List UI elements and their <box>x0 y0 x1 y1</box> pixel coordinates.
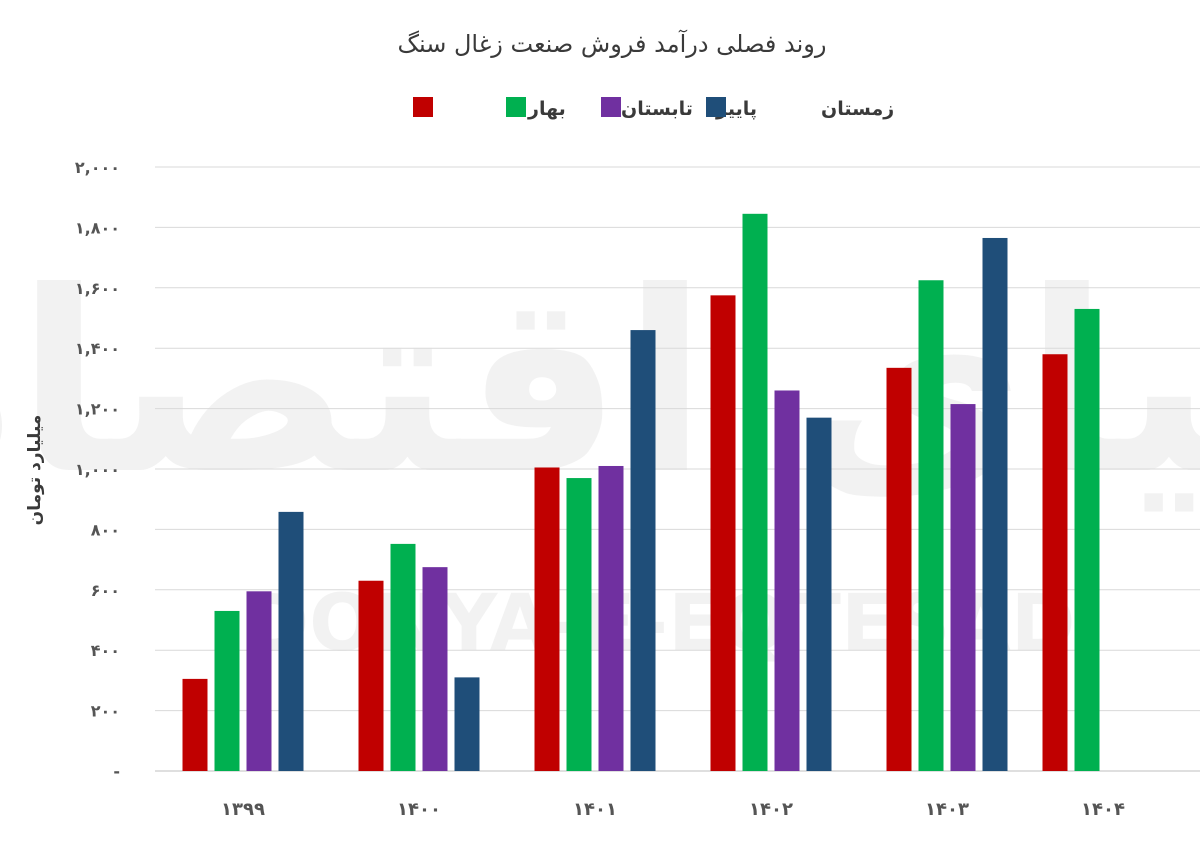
y-tick-label: - <box>113 762 120 781</box>
bar <box>566 478 592 771</box>
bar <box>214 610 240 771</box>
y-tick-label: ۲۰۰ <box>91 702 120 721</box>
y-axis: - ۲۰۰ ۴۰۰ ۶۰۰ ۸۰۰ ۱,۰۰۰ ۱,۲۰۰ ۱,۴۰۰ ۱,۶۰۰ ۱,۸۰۰ ۲,… <box>75 158 120 781</box>
y-tick-label: ۱,۴۰۰ <box>75 339 120 358</box>
x-axis: ۱۳۹۹ ۱۴۰۰ ۱۴۰۱ ۱۴۰۲ ۱۴۰۳ ۱۴۰۴ <box>221 799 1125 820</box>
y-tick-label: ۶۰۰ <box>91 581 120 600</box>
x-tick-label: ۱۳۹۹ <box>221 799 265 820</box>
y-tick-label: ۱,۲۰۰ <box>75 400 120 419</box>
bar <box>886 367 912 771</box>
bar <box>1042 354 1068 771</box>
x-tick-label: ۱۴۰۰ <box>397 799 441 820</box>
legend-label: زمستان <box>821 98 894 120</box>
bar <box>710 295 736 771</box>
x-tick-label: ۱۴۰۳ <box>925 799 969 820</box>
chart-title: روند فصلی درآمد فروش صنعت زغال سنگ <box>398 29 827 58</box>
legend-label: بهار <box>527 98 566 120</box>
x-tick-label: ۱۴۰۲ <box>749 799 793 820</box>
y-tick-label: ۱,۸۰۰ <box>75 218 120 237</box>
bars <box>182 213 1100 772</box>
y-tick-label: ۱,۶۰۰ <box>75 279 120 298</box>
gridlines <box>155 166 1200 772</box>
x-tick-label: ۱۴۰۴ <box>1081 799 1125 820</box>
bar <box>454 677 480 771</box>
legend-label: تابستان <box>621 98 693 120</box>
legend: بهار تابستان پاییز زمستان <box>413 97 894 120</box>
bar <box>950 404 976 771</box>
legend-swatch <box>601 97 621 117</box>
legend-swatch <box>413 97 433 117</box>
bar <box>278 511 304 771</box>
y-tick-label: ۱,۰۰۰ <box>75 460 120 479</box>
bar <box>806 417 832 771</box>
y-tick-label: ۴۰۰ <box>91 641 120 660</box>
bar <box>598 465 624 771</box>
bar <box>630 330 656 771</box>
y-tick-label: ۸۰۰ <box>91 520 120 539</box>
bar <box>534 467 560 771</box>
y-axis-label: میلیارد تومان <box>25 415 45 526</box>
bar <box>982 237 1008 772</box>
x-tick-label: ۱۴۰۱ <box>573 799 617 820</box>
bar <box>774 390 800 771</box>
bar <box>246 591 272 771</box>
legend-swatch <box>506 97 526 117</box>
bar <box>390 543 416 771</box>
legend-swatch <box>706 97 726 117</box>
bar <box>422 567 448 771</box>
bar <box>358 580 384 771</box>
y-tick-label: ۲,۰۰۰ <box>75 158 120 177</box>
bar <box>742 213 768 771</box>
bar <box>182 678 208 771</box>
bar <box>918 280 944 771</box>
bar <box>1074 308 1100 771</box>
